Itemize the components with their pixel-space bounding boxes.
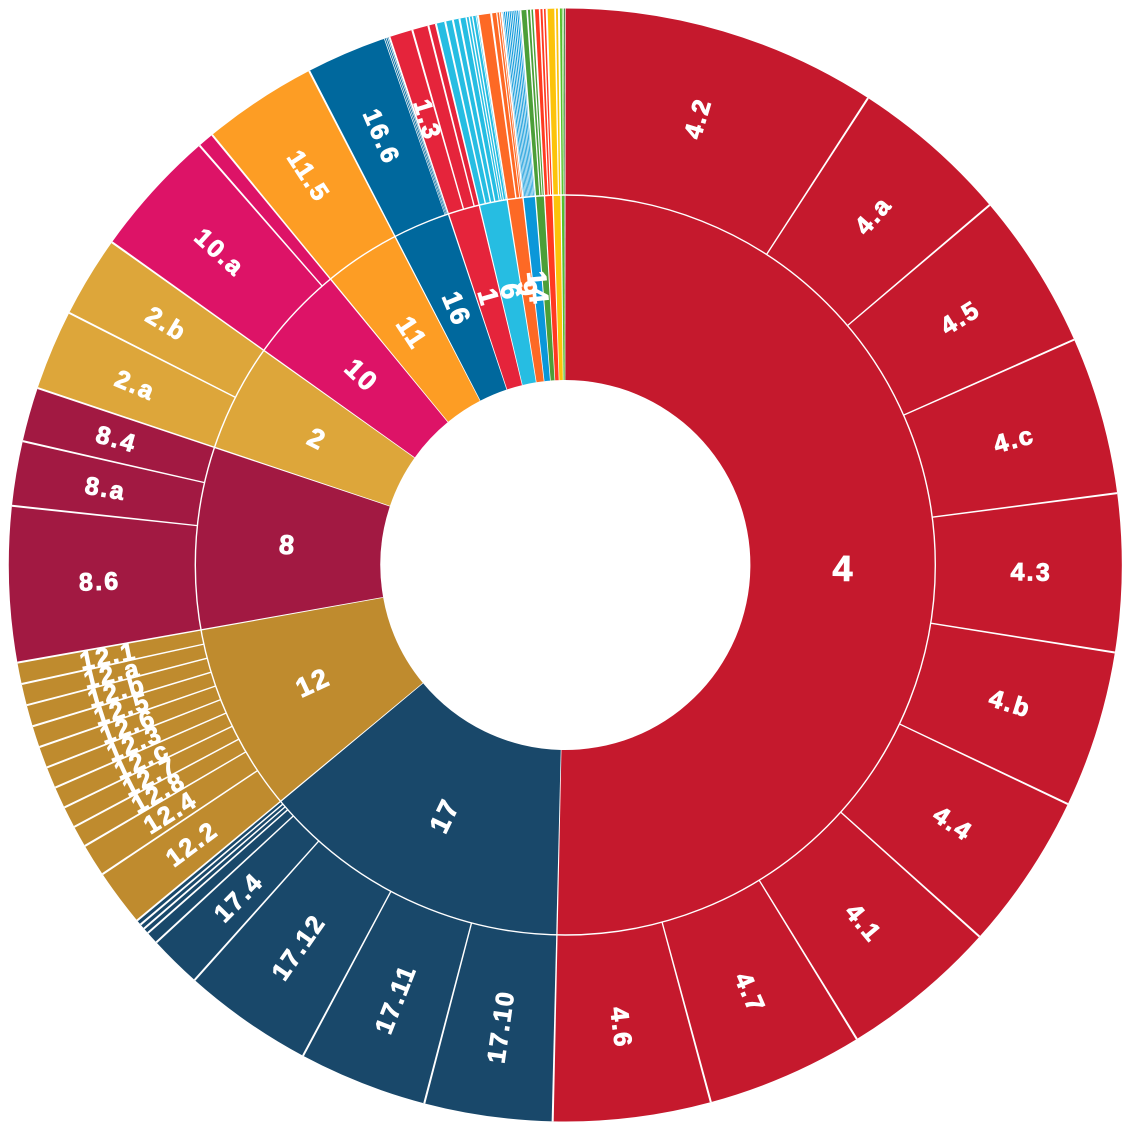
svg-text:4.6: 4.6	[604, 1005, 637, 1049]
svg-text:4.3: 4.3	[1010, 558, 1052, 587]
svg-text:9: 9	[511, 279, 543, 300]
svg-text:8: 8	[278, 529, 297, 560]
svg-text:8.a: 8.a	[83, 472, 128, 506]
svg-text:6: 6	[494, 281, 527, 304]
svg-text:4: 4	[832, 548, 855, 589]
svg-text:8.6: 8.6	[78, 567, 120, 596]
svg-text:14: 14	[521, 269, 554, 306]
